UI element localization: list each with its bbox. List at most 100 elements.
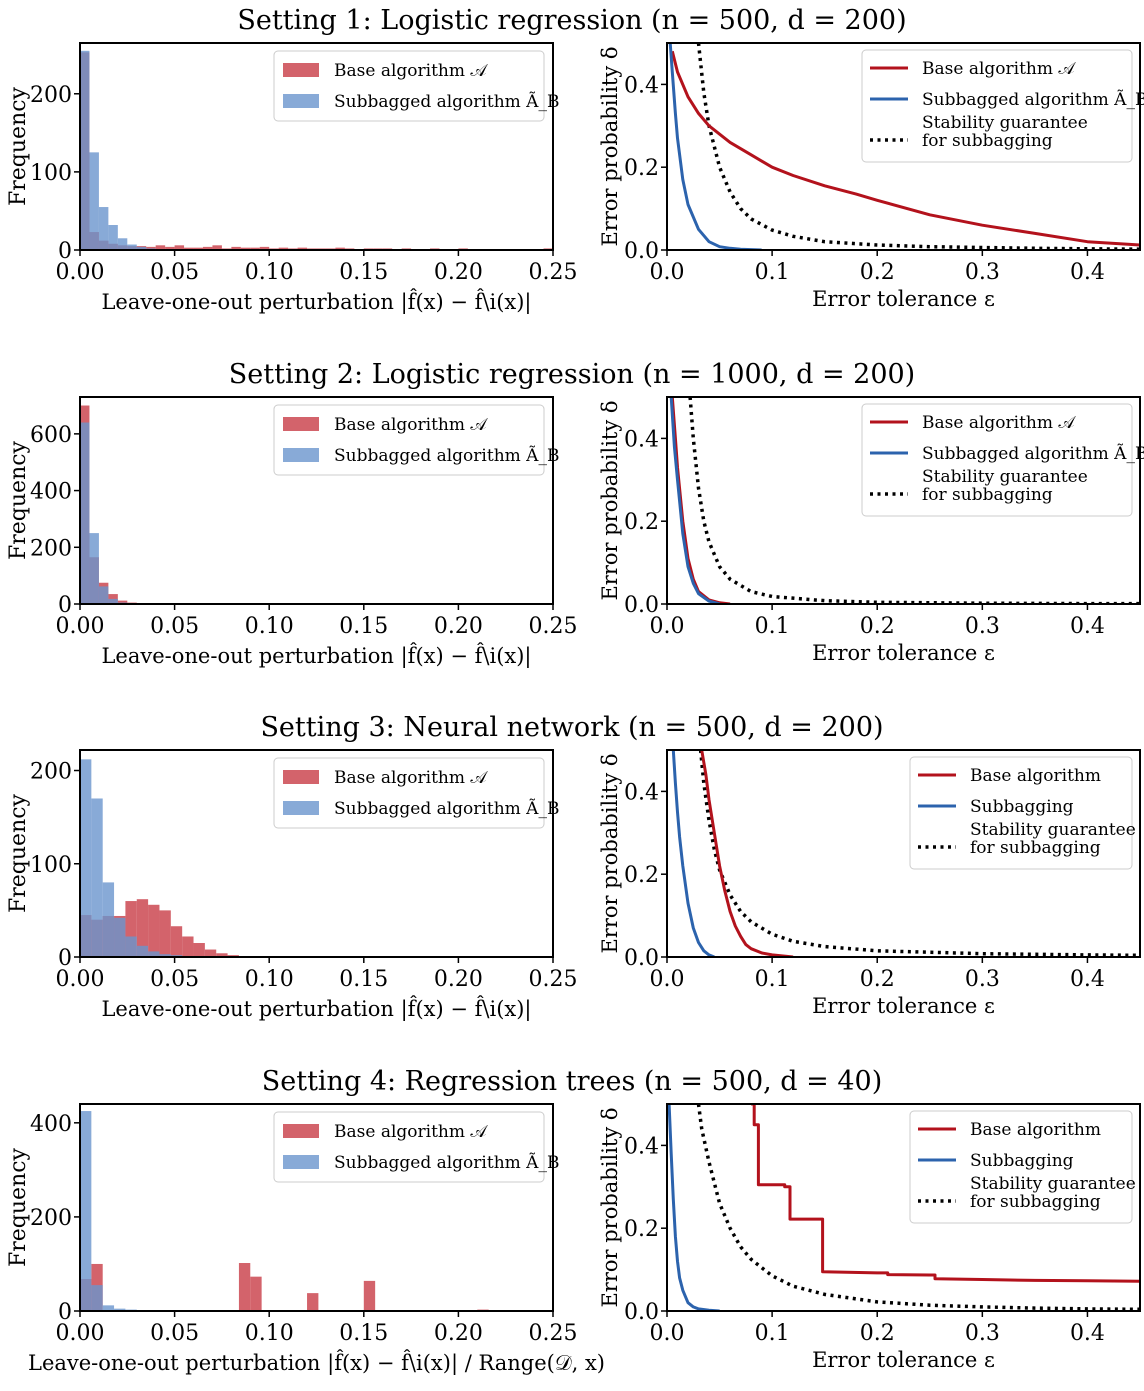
y-tick-label: 100 bbox=[30, 161, 72, 186]
hist-bar bbox=[240, 247, 251, 250]
setting-2-histogram: 0.00 0.05 0.10 0.15 0.20 0.25 0 200 400 600Freque… bbox=[6, 396, 578, 669]
hist-bar bbox=[136, 899, 149, 957]
x-tick-label: 0.25 bbox=[529, 1321, 578, 1346]
x-tick-label: 0.0 bbox=[650, 1321, 685, 1346]
hist-bar bbox=[259, 246, 270, 250]
hist-bar bbox=[80, 50, 90, 250]
x-tick-label: 0.25 bbox=[529, 967, 578, 992]
legend-label: Base algorithm 𝒜 bbox=[922, 413, 1076, 433]
x-tick-label: 0.1 bbox=[755, 614, 790, 639]
setting-1-histogram: 0.00 0.05 0.10 0.15 0.20 0.25 0 100 200Frequency… bbox=[6, 42, 577, 315]
y-tick-label: 100 bbox=[30, 853, 72, 878]
y-tick-label: 200 bbox=[30, 536, 72, 561]
hist-bar bbox=[174, 245, 185, 250]
x-axis-label: Leave-one-out perturbation |f̂(x) − f̂\i… bbox=[101, 643, 531, 669]
x-tick-label: 0.20 bbox=[434, 614, 483, 639]
hist-bar bbox=[193, 247, 203, 250]
hist-bar bbox=[216, 953, 228, 957]
y-tick-label: 400 bbox=[30, 1112, 72, 1137]
hist-bar bbox=[182, 936, 194, 957]
y-tick-label: 0.2 bbox=[624, 156, 659, 181]
legend-label: Subbagged algorithm Ã_B bbox=[334, 798, 559, 819]
y-tick-label: 0.0 bbox=[624, 593, 659, 618]
hist-bar bbox=[98, 207, 109, 250]
setting-1-hist-frame bbox=[79, 42, 554, 251]
hist-bar bbox=[297, 247, 308, 250]
x-tick-label: 0.00 bbox=[56, 967, 105, 992]
legend-label: Base algorithm bbox=[970, 766, 1101, 786]
y-axis-label: Frequency bbox=[6, 793, 31, 913]
hist-bar bbox=[108, 598, 118, 604]
hist-bar bbox=[202, 246, 213, 250]
setting-2-hist-series-1 bbox=[80, 422, 137, 604]
y-axis-label: Frequency bbox=[6, 440, 31, 560]
hist-bar bbox=[335, 247, 345, 250]
legend-swatch bbox=[283, 448, 319, 462]
y-tick-label: 0.4 bbox=[624, 1134, 659, 1159]
x-tick-label: 0.1 bbox=[755, 967, 790, 992]
legend-label: Subbagged algorithm Ã_B bbox=[334, 91, 559, 112]
x-tick-label: 0.3 bbox=[965, 1321, 1000, 1346]
series-line-0 bbox=[700, 750, 794, 957]
x-tick-label: 0.05 bbox=[150, 1321, 199, 1346]
x-tick-label: 0.20 bbox=[434, 260, 483, 285]
x-tick-label: 0.20 bbox=[434, 1321, 483, 1346]
hist-bar bbox=[136, 945, 149, 957]
legend-box bbox=[861, 49, 1133, 163]
y-tick-label: 0.0 bbox=[624, 946, 659, 971]
hist-bar bbox=[117, 238, 128, 250]
y-tick-label: 200 bbox=[30, 83, 72, 108]
x-tick-label: 0.15 bbox=[339, 967, 388, 992]
hist-bar bbox=[91, 1285, 103, 1311]
legend-swatch bbox=[283, 417, 319, 431]
y-tick-label: 0 bbox=[58, 593, 72, 618]
x-tick-label: 0.15 bbox=[339, 260, 388, 285]
x-axis-label: Error tolerance ε bbox=[812, 641, 995, 665]
legend-box bbox=[909, 1110, 1133, 1224]
legend-swatch bbox=[283, 770, 319, 784]
hist-bar bbox=[89, 533, 99, 604]
legend-label: Stability guarantee for subbagging bbox=[970, 1174, 1136, 1212]
setting-3-histogram: 0.00 0.05 0.10 0.15 0.20 0.25 0 100 200 Frequency… bbox=[6, 749, 578, 1022]
hist-bar bbox=[80, 1111, 92, 1311]
hist-bar bbox=[125, 901, 137, 957]
y-tick-label: 200 bbox=[30, 760, 72, 785]
legend-box bbox=[273, 50, 545, 122]
x-tick-label: 0.1 bbox=[755, 1321, 790, 1346]
y-axis-label: Frequency bbox=[6, 1147, 31, 1267]
y-tick-label: 200 bbox=[30, 1206, 72, 1231]
y-tick-label: 0.4 bbox=[624, 73, 659, 98]
setting-2-hist-frame bbox=[79, 396, 554, 605]
legend-box bbox=[273, 404, 545, 476]
hist-bar bbox=[80, 422, 90, 604]
x-tick-label: 0.0 bbox=[650, 614, 685, 639]
setting-3-curve-frame bbox=[666, 749, 1141, 958]
hist-bar bbox=[231, 246, 241, 250]
series-line-1 bbox=[671, 750, 715, 957]
hist-bar bbox=[170, 926, 183, 957]
x-tick-label: 0.25 bbox=[529, 614, 578, 639]
y-axis-label: Error probability δ bbox=[598, 46, 622, 246]
legend-label: Base algorithm 𝒜 bbox=[334, 415, 488, 435]
x-tick-label: 0.10 bbox=[245, 1321, 294, 1346]
x-tick-label: 0.2 bbox=[860, 967, 895, 992]
x-tick-label: 0.00 bbox=[56, 1321, 105, 1346]
x-tick-label: 0.4 bbox=[1070, 967, 1105, 992]
legend-label: Subbagged algorithm Ã_B bbox=[922, 89, 1144, 110]
hist-bar bbox=[212, 245, 222, 250]
hist-bar bbox=[117, 600, 128, 604]
y-tick-label: 0 bbox=[58, 239, 72, 264]
hist-bar bbox=[98, 586, 109, 604]
setting-4-hist-frame bbox=[79, 1103, 554, 1312]
hist-bar bbox=[148, 951, 160, 957]
hist-bar bbox=[238, 1263, 251, 1311]
y-tick-label: 0.4 bbox=[624, 780, 659, 805]
hist-bar bbox=[307, 1293, 319, 1311]
hist-bar bbox=[363, 1280, 376, 1311]
x-tick-label: 0.3 bbox=[965, 967, 1000, 992]
hist-bar bbox=[204, 949, 217, 957]
setting-1-hist-legend: Base algorithm 𝒜 Subbagged algorithm Ã_B bbox=[273, 50, 559, 122]
hist-bar bbox=[102, 1305, 115, 1311]
hist-bar bbox=[250, 1276, 262, 1311]
